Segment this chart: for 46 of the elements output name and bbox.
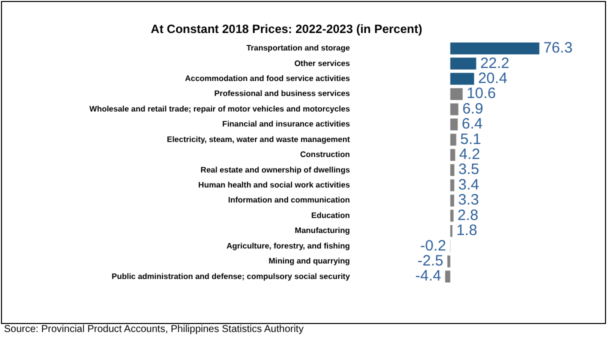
data-label: -2.5 bbox=[418, 252, 444, 270]
y-tick-label: Information and communication bbox=[228, 196, 350, 205]
bar bbox=[450, 164, 454, 176]
y-tick-label: Agriculture, forestry, and fishing bbox=[226, 241, 350, 250]
source-note: Source: Provincial Product Accounts, Philippines Statistics Authority bbox=[4, 324, 304, 335]
data-label: 3.3 bbox=[458, 192, 479, 209]
bar bbox=[450, 72, 474, 85]
data-label: 6.9 bbox=[462, 100, 484, 118]
data-label: 2.8 bbox=[458, 206, 478, 224]
y-tick-label: Financial and insurance activities bbox=[222, 120, 350, 129]
y-tick-label: Real estate and ownership of dwellings bbox=[200, 165, 350, 174]
bar bbox=[450, 118, 458, 130]
data-label: -4.4 bbox=[415, 268, 442, 285]
y-tick-label: Transportation and storage bbox=[246, 44, 350, 53]
bar bbox=[450, 103, 458, 116]
data-label: 5.1 bbox=[460, 130, 482, 148]
y-tick-label: Professional and business services bbox=[214, 89, 350, 98]
bar bbox=[450, 88, 463, 100]
data-label: 10.6 bbox=[466, 85, 496, 102]
y-tick-label: Accommodation and food service activities bbox=[184, 74, 350, 84]
bar bbox=[447, 255, 450, 268]
y-tick-label: Education bbox=[311, 210, 350, 220]
bar bbox=[450, 194, 454, 206]
bar bbox=[450, 58, 476, 70]
data-label: 1.8 bbox=[456, 222, 478, 240]
data-label: -0.2 bbox=[420, 237, 446, 254]
y-tick-label: Wholesale and retail trade; repair of motor vehicles and motorcycles bbox=[89, 104, 350, 114]
text: At Constant 2018 Prices: 2022-2023 (in Percent) bbox=[150, 22, 422, 36]
bar bbox=[450, 148, 456, 161]
y-tick-label: Public administration and defense; compulsory social security bbox=[112, 272, 350, 281]
data-label: 3.4 bbox=[458, 176, 480, 194]
data-label: 3.5 bbox=[458, 161, 480, 178]
data-label: 20.4 bbox=[478, 70, 508, 87]
bar bbox=[450, 42, 540, 54]
bar bbox=[445, 270, 450, 283]
data-label: 6.4 bbox=[462, 116, 483, 133]
data-label: 76.3 bbox=[543, 40, 573, 57]
y-tick-label: Mining and quarrying bbox=[268, 256, 350, 266]
y-tick-label: Manufacturing bbox=[294, 226, 350, 236]
bar bbox=[450, 134, 456, 146]
data-label: 22.2 bbox=[480, 54, 510, 72]
y-tick-label: Construction bbox=[300, 150, 350, 160]
y-tick-label: Human health and social work activities bbox=[198, 180, 350, 190]
y-tick-label: Electricity, steam, water and waste management bbox=[166, 134, 350, 144]
y-tick-label: Other services bbox=[294, 58, 350, 68]
data-label: 4.2 bbox=[459, 146, 480, 164]
